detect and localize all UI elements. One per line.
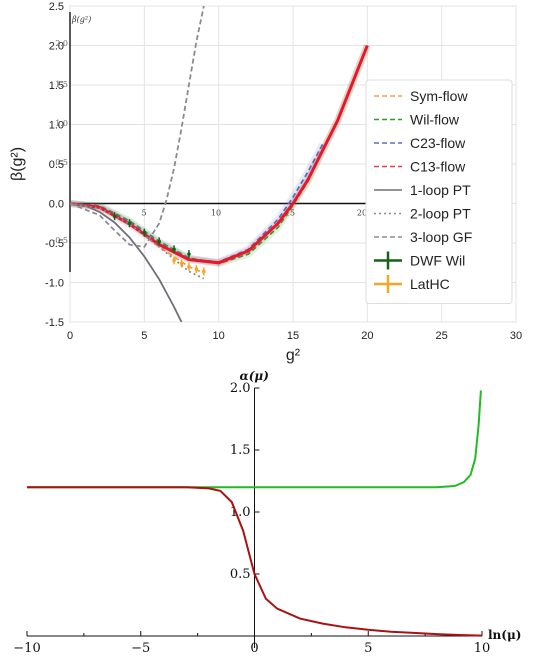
series-group: [70, 6, 371, 322]
y-tick-label: 2.5: [49, 1, 64, 13]
y-tick-label: 2.0: [49, 41, 64, 53]
inset-x-tick-label: 5: [141, 209, 146, 218]
data-point: [157, 239, 161, 244]
data-point: [172, 258, 176, 263]
x-tick-label: 10: [213, 330, 225, 342]
data-point: [172, 247, 176, 252]
y-axis-label: β(g²): [9, 147, 26, 181]
x-axis-label: ln(μ): [488, 628, 521, 642]
x-tick-label: 25: [436, 330, 448, 342]
legend-label: 2-loop PT: [410, 206, 471, 222]
y-axis-label: α(μ): [240, 369, 269, 383]
series-line: [70, 6, 205, 248]
y-tick-label: 0.5: [49, 159, 64, 171]
inset-x-tick-label: 15: [285, 209, 295, 218]
x-tick-label: 5: [364, 641, 372, 656]
y-tick-label: 1.0: [49, 120, 64, 132]
legend-label: C13-flow: [410, 159, 466, 175]
inset-y-tick-label: 0.5: [55, 158, 68, 167]
x-tick-label: −5: [131, 641, 150, 656]
y-tick-label: -1.0: [45, 278, 64, 290]
series-line: [70, 202, 183, 322]
x-tick-label: 30: [510, 330, 522, 342]
data-point: [202, 269, 206, 274]
y-tick-label: 0.0: [49, 199, 64, 211]
x-axis-label: g²: [286, 347, 301, 364]
inset-y-tick-label: 1.0: [55, 119, 68, 128]
legend: Sym-flow Wil-flow C23-flow C13-flow 1-loop P…: [365, 79, 513, 304]
legend-label: Sym-flow: [410, 88, 468, 104]
x-tick-label: 20: [361, 330, 373, 342]
y-tick-label: 0.5: [230, 567, 251, 582]
data-point: [112, 214, 117, 218]
legend-label: 1-loop PT: [410, 182, 471, 198]
inset-x-tick-label: 10: [211, 209, 221, 218]
inset-y-label: β(g²): [71, 15, 91, 24]
x-tick-label: −10: [13, 641, 40, 656]
y-tick-label: 1.5: [49, 80, 64, 92]
x-tick-label: 10: [474, 641, 491, 656]
data-point: [187, 252, 191, 256]
beta-function-chart: 0 5 10 15 20 25 30-1.5-1.0-0.50.00.51.01.52.02…: [9, 1, 522, 364]
x-tick-label: 0: [250, 641, 258, 656]
series-line: [70, 44, 369, 265]
y-tick-label: -1.5: [45, 317, 64, 329]
series-line: [27, 486, 483, 637]
y-tick-label: -0.5: [45, 238, 64, 250]
legend-box: [365, 79, 513, 304]
alpha-running-chart: −10 −5 0 5 100.51.01.52.0ln(μ)α(μ): [13, 369, 521, 656]
x-tick-label: 0: [67, 330, 73, 342]
legend-label: DWF Wil: [410, 253, 465, 269]
y-tick-label: 1.5: [230, 443, 251, 458]
legend-label: Wil-flow: [410, 112, 460, 128]
data-point: [127, 221, 132, 226]
inset-y-tick-label: 1.5: [55, 80, 68, 89]
data-point: [142, 230, 147, 235]
data-point: [187, 264, 191, 269]
series-line: [70, 202, 205, 280]
x-tick-label: 15: [287, 330, 299, 342]
data-point: [179, 261, 184, 266]
data-point: [194, 267, 199, 271]
inset-y-tick-label: -0.5: [53, 236, 68, 245]
y-tick-label: 2.0: [230, 381, 251, 396]
inset-y-tick-label: 2.0: [55, 39, 68, 48]
legend-label: 3-loop GF: [410, 229, 472, 245]
legend-label: C23-flow: [410, 135, 466, 151]
series-line: [27, 390, 482, 489]
legend-label: LatHC: [410, 276, 450, 292]
inset-x-tick-label: 20: [357, 209, 367, 218]
x-tick-label: 5: [141, 330, 147, 342]
